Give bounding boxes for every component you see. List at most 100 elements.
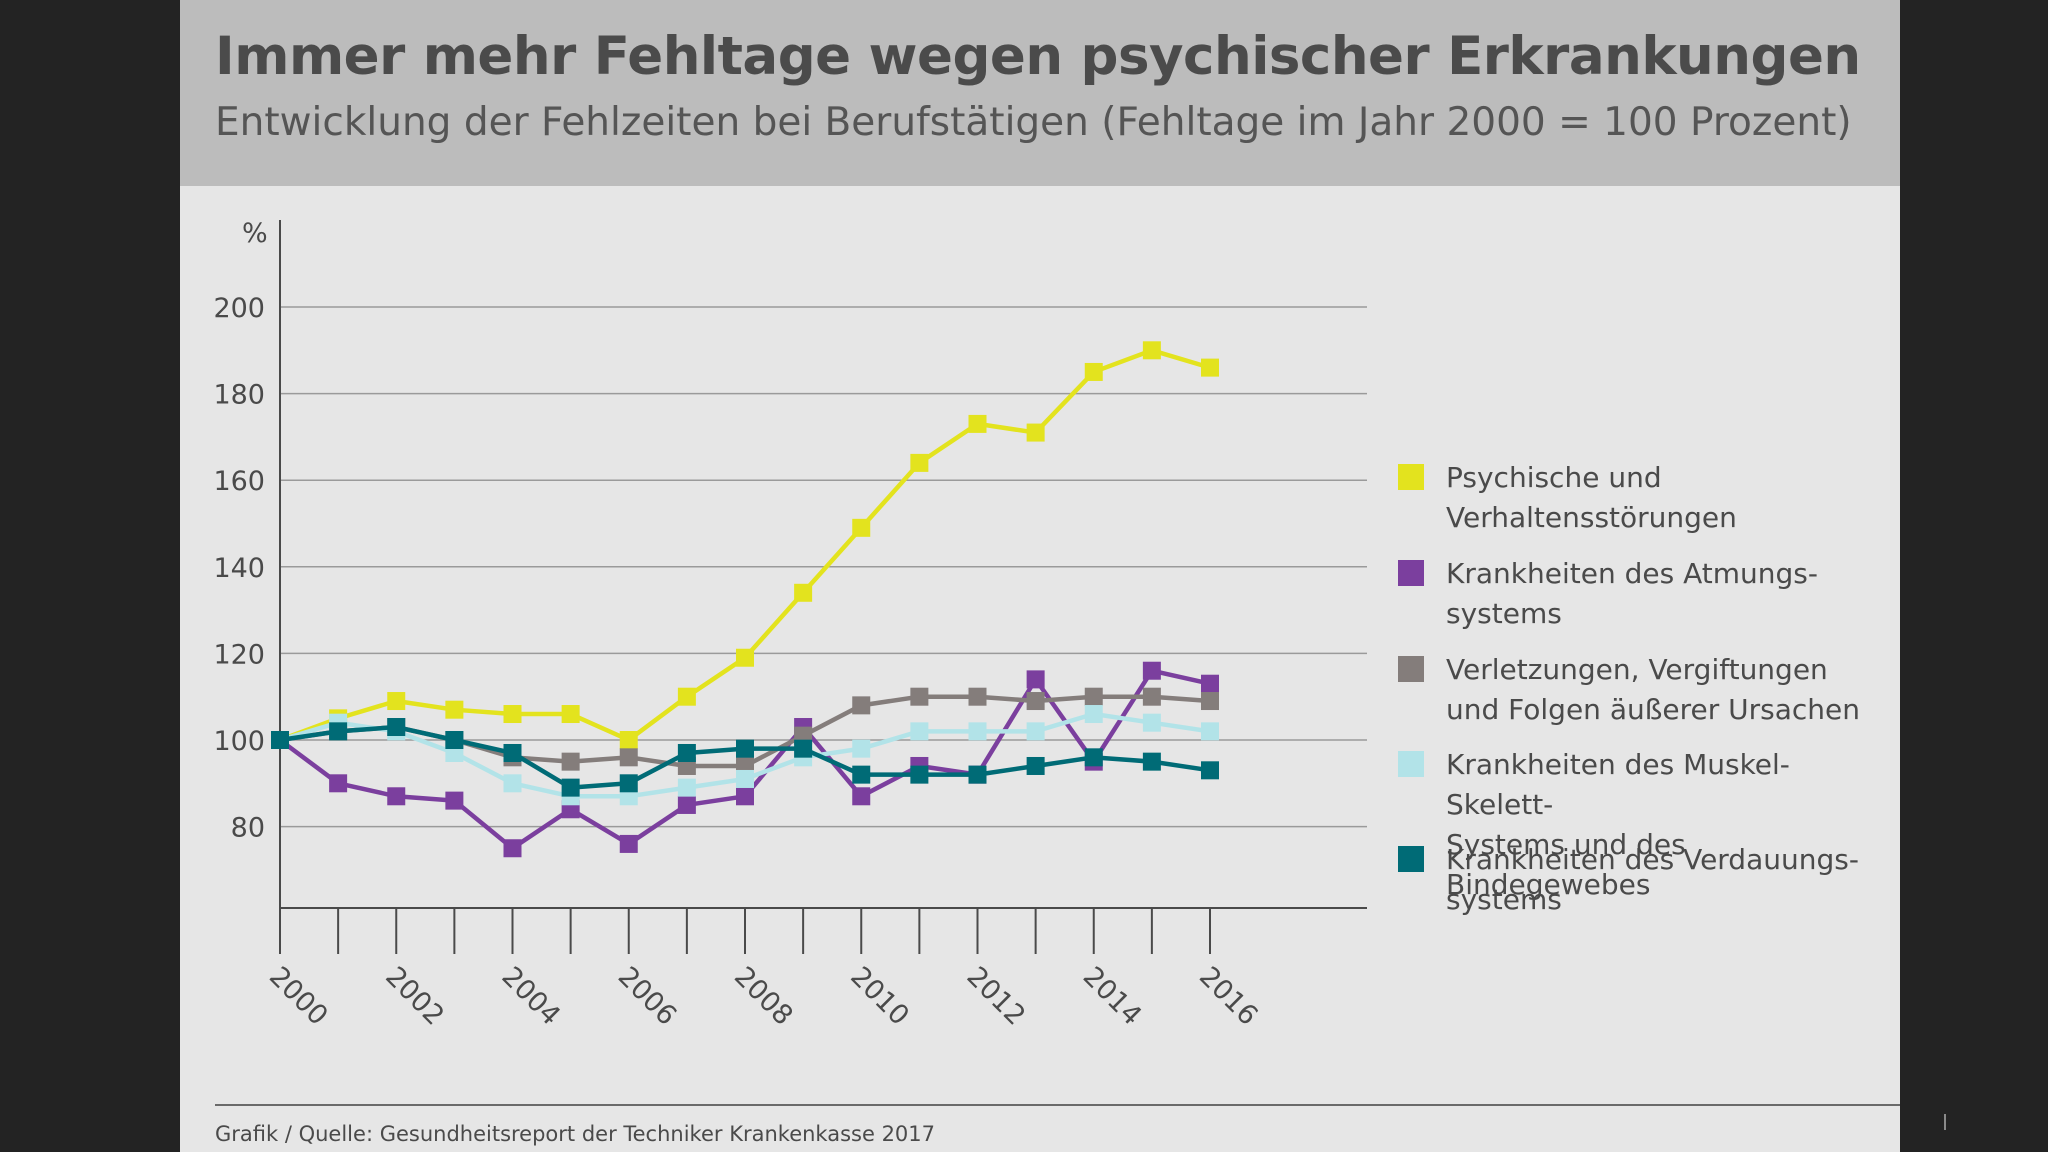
data-point-0-2009 [794, 583, 813, 602]
data-point-0-2012 [968, 414, 987, 433]
x-tick-label-2004: 2004 [496, 961, 567, 1032]
x-tick-label-2012: 2012 [961, 961, 1032, 1032]
x-tick-label-2014: 2014 [1077, 961, 1148, 1032]
data-point-4-2013 [1026, 756, 1045, 775]
data-point-1-2002 [387, 787, 406, 806]
data-point-2-2015 [1142, 687, 1161, 706]
data-point-4-2004 [503, 743, 522, 762]
data-point-2-2010 [852, 696, 871, 715]
data-point-3-2012 [968, 722, 987, 741]
data-point-4-2006 [619, 774, 638, 793]
data-point-2-2012 [968, 687, 987, 706]
legend-label-0: Psychische und Verhaltensstörungen [1446, 461, 1737, 534]
x-tick-label-2010: 2010 [844, 961, 915, 1032]
data-point-4-2000 [271, 731, 289, 749]
data-point-4-2010 [852, 765, 871, 784]
data-point-1-2013 [1026, 670, 1045, 689]
text-cursor [1944, 1114, 1946, 1130]
data-point-4-2014 [1084, 748, 1103, 767]
data-point-0-2003 [445, 700, 464, 719]
data-point-4-2011 [910, 765, 929, 784]
x-tick-label-2016: 2016 [1193, 961, 1264, 1032]
series-0 [271, 341, 1219, 749]
data-point-4-2015 [1142, 752, 1161, 771]
footer-divider [215, 1104, 1900, 1106]
chart-panel: Immer mehr Fehltage wegen psychischer Er… [180, 0, 1900, 1152]
data-point-0-2016 [1201, 358, 1219, 377]
data-point-0-2011 [910, 453, 929, 472]
chart-subtitle: Entwicklung der Fehlzeiten bei Berufstät… [215, 100, 1852, 145]
data-point-2-2014 [1084, 687, 1103, 706]
data-point-3-2010 [852, 739, 871, 758]
legend-swatch-2 [1398, 656, 1424, 682]
data-point-3-2016 [1201, 722, 1219, 741]
data-point-4-2001 [329, 722, 348, 741]
series-line-0 [279, 348, 1211, 743]
legend-swatch-1 [1398, 560, 1424, 586]
data-point-4-2003 [445, 731, 464, 749]
y-tick-label-140: 140 [213, 553, 265, 584]
data-point-1-2007 [677, 795, 696, 814]
y-tick-label-80: 80 [231, 813, 265, 844]
data-point-0-2002 [387, 692, 406, 711]
y-tick-label-180: 180 [213, 380, 265, 411]
data-point-1-2003 [445, 791, 464, 810]
data-point-4-2007 [677, 743, 696, 762]
data-point-1-2004 [503, 839, 522, 858]
x-tick-label-2006: 2006 [612, 961, 683, 1032]
line-chart: % 80 100 120 140 160 180 200 2000 2002 2004 2006 20… [213, 218, 1367, 1032]
legend-label-2: Verletzungen, Vergiftungen und Folgen äu… [1446, 653, 1860, 726]
data-point-2-2016 [1201, 692, 1219, 711]
data-point-3-2008 [736, 769, 754, 788]
axes: % 80 100 120 140 160 180 200 2000 2002 2004 2006 20… [213, 218, 1367, 1032]
chart-title: Immer mehr Fehltage wegen psychischer Er… [215, 26, 1861, 87]
data-point-0-2013 [1026, 423, 1045, 442]
data-point-0-2008 [736, 648, 754, 667]
data-point-0-2005 [561, 705, 580, 724]
header-bar: Immer mehr Fehltage wegen psychischer Er… [180, 0, 1900, 186]
data-point-1-2001 [329, 774, 348, 793]
data-point-4-2012 [968, 765, 987, 784]
data-point-3-2014 [1084, 705, 1103, 724]
data-point-1-2015 [1142, 661, 1161, 680]
x-tick-label-2000: 2000 [263, 961, 334, 1032]
legend-swatch-0 [1398, 464, 1424, 490]
data-point-2-2005 [561, 752, 580, 771]
data-point-4-2016 [1201, 761, 1219, 780]
data-point-3-2015 [1142, 713, 1161, 732]
data-point-4-2009 [794, 739, 813, 758]
legend-label-4: Krankheiten des Verdauungs- systems [1446, 843, 1859, 916]
y-axis-label: % [242, 218, 268, 249]
data-point-3-2013 [1026, 722, 1045, 741]
data-point-0-2007 [677, 687, 696, 706]
data-point-0-2015 [1142, 341, 1161, 360]
data-point-0-2006 [619, 731, 638, 749]
data-point-0-2004 [503, 705, 522, 724]
data-point-1-2016 [1201, 674, 1219, 693]
x-tick-label-2002: 2002 [379, 961, 450, 1032]
series-4 [271, 718, 1219, 797]
data-point-2-2006 [619, 748, 638, 767]
data-point-4-2002 [387, 718, 406, 737]
y-tick-label-120: 120 [213, 639, 265, 670]
data-point-0-2014 [1084, 362, 1103, 381]
legend-label-3: Krankheiten des Muskel-Skelett- Systems … [1446, 748, 1790, 901]
data-point-2-2011 [910, 687, 929, 706]
data-point-1-2006 [619, 834, 638, 853]
data-point-3-2007 [677, 778, 696, 797]
legend-swatch-4 [1398, 846, 1424, 872]
series-3 [271, 705, 1219, 806]
data-point-0-2010 [852, 518, 871, 537]
legend-swatch-3 [1398, 751, 1424, 777]
source-note: Grafik / Quelle: Gesundheitsreport der T… [215, 1122, 936, 1146]
data-point-3-2004 [503, 774, 522, 793]
y-tick-label-200: 200 [213, 293, 265, 324]
y-tick-label-160: 160 [213, 466, 265, 497]
data-point-4-2005 [561, 778, 580, 797]
data-point-3-2011 [910, 722, 929, 741]
y-tick-label-100: 100 [213, 726, 265, 757]
legend-label-1: Krankheiten des Atmungs- systems [1446, 557, 1818, 630]
x-tick-label-2008: 2008 [728, 961, 799, 1032]
data-point-2-2013 [1026, 692, 1045, 711]
data-point-1-2010 [852, 787, 871, 806]
